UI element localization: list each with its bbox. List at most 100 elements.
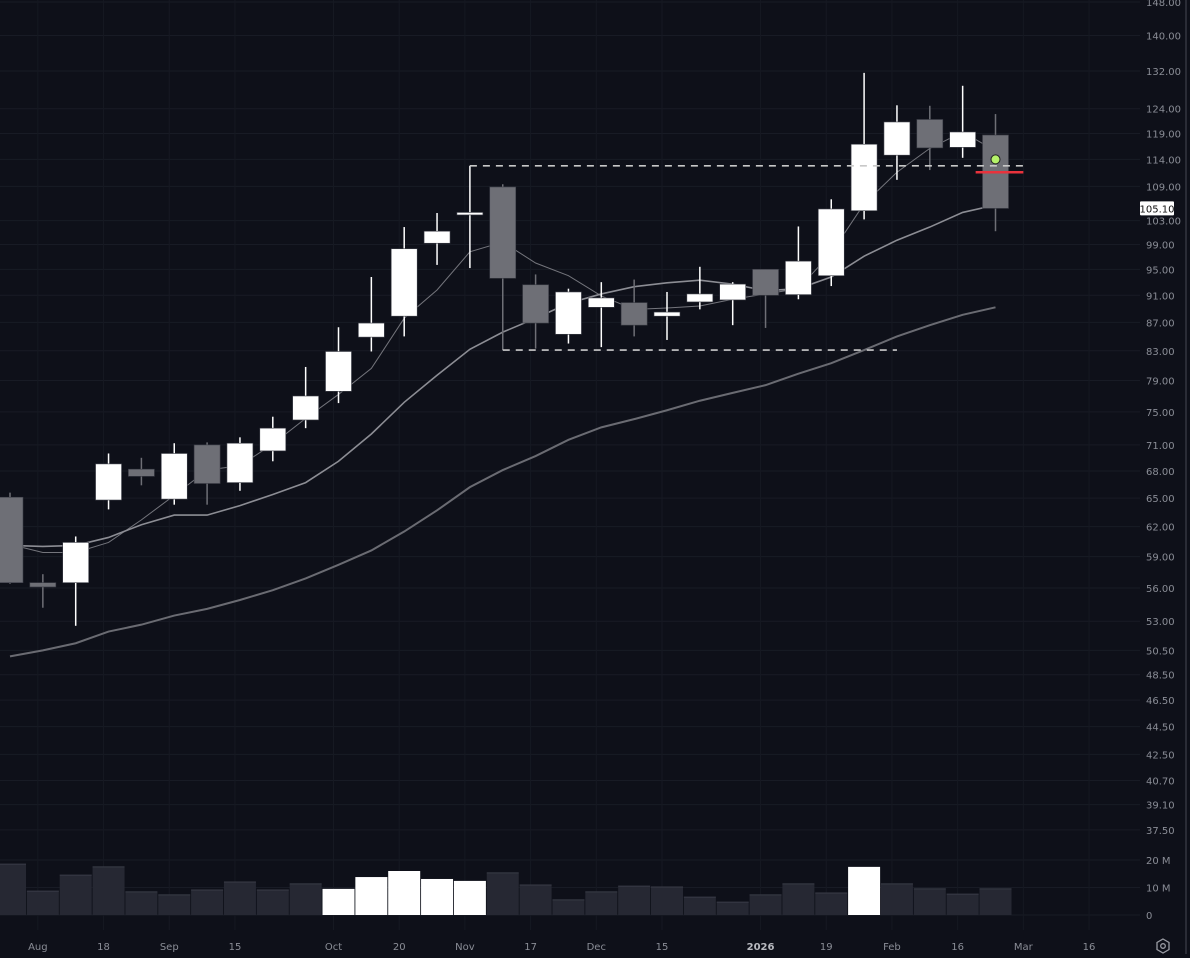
candle-up bbox=[62, 542, 90, 583]
volume-bar bbox=[979, 888, 1012, 915]
volume-bar bbox=[585, 891, 618, 915]
time-tick-label: 16 bbox=[951, 942, 964, 953]
candle-up bbox=[653, 311, 681, 317]
volume-bar bbox=[191, 889, 224, 915]
time-tick-label: 16 bbox=[1083, 942, 1096, 953]
price-tick-label: 124.00 bbox=[1146, 105, 1181, 116]
volume-bar bbox=[125, 891, 158, 915]
volume-bar bbox=[59, 875, 92, 915]
price-tick-label: 132.00 bbox=[1146, 67, 1181, 78]
price-axis[interactable]: 148.00 140.00 132.00 124.00 119.00 114.00 109.… bbox=[1146, 0, 1181, 837]
volume-bar bbox=[256, 889, 289, 915]
candle-up bbox=[555, 291, 582, 335]
time-tick-label: 15 bbox=[656, 942, 669, 953]
candle-down bbox=[193, 444, 221, 484]
candle-up bbox=[817, 208, 845, 277]
volume-tick-label: 0 bbox=[1146, 911, 1152, 922]
volume-bar bbox=[848, 866, 881, 915]
candle-up bbox=[259, 427, 287, 452]
time-tick-label: 15 bbox=[229, 942, 242, 953]
last-price-value: 105.10 bbox=[1140, 204, 1175, 215]
moving-average-line bbox=[9, 306, 996, 658]
volume-bar bbox=[716, 902, 749, 915]
time-tick-label: Oct bbox=[325, 942, 342, 953]
signal-marker bbox=[990, 154, 1001, 165]
candle-up bbox=[456, 212, 484, 216]
volume-bar bbox=[158, 894, 191, 915]
volume-bar bbox=[26, 891, 59, 915]
volume-bar bbox=[782, 883, 815, 915]
volume-axis: 20 M 10 M 0 bbox=[1146, 856, 1171, 922]
candle-up bbox=[785, 260, 812, 295]
time-tick-label: 17 bbox=[524, 942, 537, 953]
price-tick-label: 103.00 bbox=[1146, 217, 1181, 228]
time-tick-label: Nov bbox=[455, 942, 475, 953]
price-tick-label: 44.50 bbox=[1146, 723, 1175, 734]
candle-up bbox=[95, 463, 122, 501]
time-axis[interactable]: Aug 18 Sep 15 Oct 20 Nov 17 Dec 15 2026 19 Feb 16 Mar 1… bbox=[28, 942, 1095, 953]
volume-bar bbox=[880, 883, 913, 915]
time-tick-label: Mar bbox=[1014, 942, 1034, 953]
last-price-label: 105.10 bbox=[1140, 201, 1175, 216]
candle-up bbox=[390, 248, 418, 317]
price-tick-label: 91.00 bbox=[1146, 291, 1175, 302]
gear-icon[interactable] bbox=[1155, 938, 1171, 954]
volume-bar bbox=[453, 880, 486, 915]
candle-up bbox=[883, 121, 911, 156]
price-tick-label: 39.10 bbox=[1146, 801, 1175, 812]
time-tick-label: 20 bbox=[393, 942, 406, 953]
candle-down bbox=[0, 496, 24, 583]
candle-up bbox=[587, 297, 615, 308]
volume-bar bbox=[519, 885, 552, 915]
price-tick-label: 79.00 bbox=[1146, 377, 1175, 388]
price-tick-label: 46.50 bbox=[1146, 696, 1175, 707]
price-tick-label: 75.00 bbox=[1146, 408, 1175, 419]
candle-up bbox=[850, 143, 878, 212]
volume-bar bbox=[355, 877, 388, 915]
time-tick-label: Feb bbox=[883, 942, 901, 953]
price-tick-label: 48.50 bbox=[1146, 671, 1175, 682]
volume-bar bbox=[223, 882, 256, 915]
volume-bar bbox=[92, 866, 125, 915]
price-tick-label: 148.00 bbox=[1146, 0, 1181, 9]
candle-down bbox=[752, 269, 779, 296]
volume-bar bbox=[322, 888, 355, 915]
volume-bar bbox=[946, 894, 979, 915]
volume-tick-label: 10 M bbox=[1146, 884, 1171, 895]
volume-bar bbox=[0, 864, 26, 915]
volume-bar bbox=[913, 888, 946, 915]
price-tick-label: 95.00 bbox=[1146, 265, 1175, 276]
volume-bar bbox=[552, 899, 585, 915]
candle-down bbox=[522, 284, 549, 324]
candle-up bbox=[325, 351, 352, 392]
price-tick-label: 71.00 bbox=[1146, 441, 1175, 452]
time-tick-label: 2026 bbox=[747, 942, 775, 953]
price-tick-label: 59.00 bbox=[1146, 553, 1175, 564]
candle-up bbox=[686, 293, 714, 303]
candle-down bbox=[489, 186, 517, 279]
volume-bar bbox=[421, 878, 454, 915]
price-tick-label: 50.50 bbox=[1146, 646, 1175, 657]
price-tick-label: 56.00 bbox=[1146, 584, 1175, 595]
candle-down bbox=[128, 468, 155, 477]
time-tick-label: Dec bbox=[587, 942, 606, 953]
volume-bar bbox=[749, 894, 782, 915]
price-tick-label: 37.50 bbox=[1146, 826, 1175, 837]
price-tick-label: 83.00 bbox=[1146, 347, 1175, 358]
volume-bar bbox=[815, 893, 848, 915]
time-tick-label: 19 bbox=[820, 942, 833, 953]
candle-up bbox=[358, 322, 385, 338]
volume-bars bbox=[0, 863, 1012, 915]
price-tick-label: 119.00 bbox=[1146, 130, 1181, 141]
time-tick-label: 18 bbox=[97, 942, 110, 953]
volume-bar bbox=[289, 883, 322, 915]
time-tick-label: Sep bbox=[160, 942, 179, 953]
candle-up bbox=[719, 283, 747, 301]
price-tick-label: 40.70 bbox=[1146, 776, 1175, 787]
volume-bar bbox=[618, 886, 651, 915]
candle-up bbox=[226, 442, 254, 483]
candle-down bbox=[620, 302, 648, 326]
price-tick-label: 42.50 bbox=[1146, 750, 1175, 761]
volume-bar bbox=[683, 897, 716, 915]
